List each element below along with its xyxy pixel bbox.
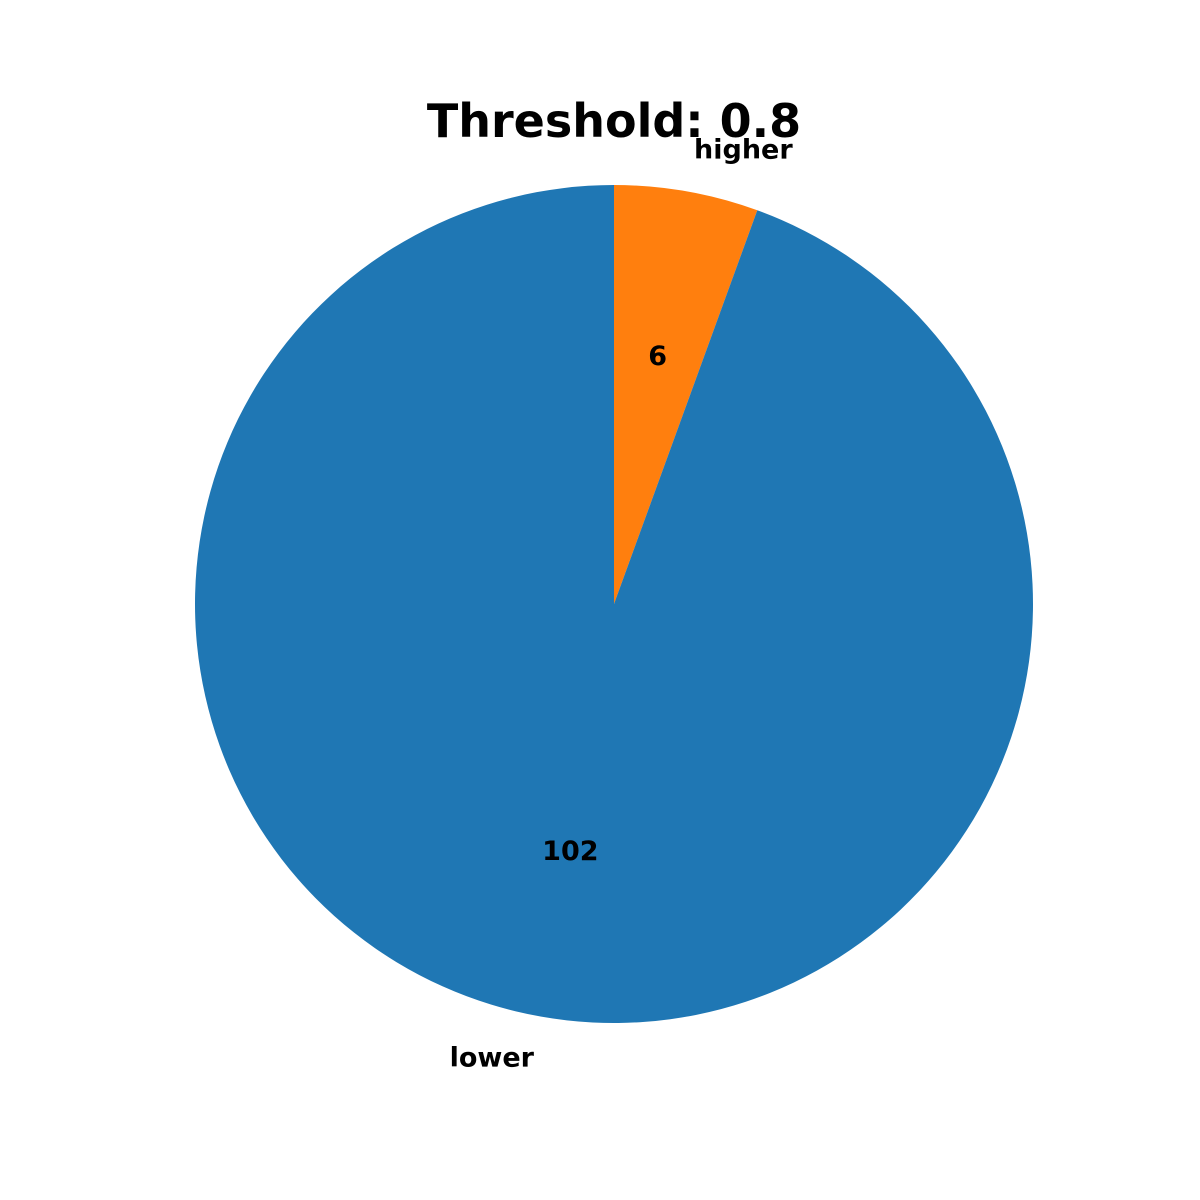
slice-value-lower: 102 (542, 836, 598, 867)
chart-title: Threshold: 0.8 (427, 94, 801, 148)
pie-slice-lower (195, 184, 1034, 1024)
pie-slice-higher (614, 185, 758, 604)
slice-label-lower: lower (450, 1042, 535, 1073)
slice-value-higher: 6 (648, 341, 667, 372)
slice-label-higher: higher (694, 135, 793, 166)
pie-slices (195, 184, 1034, 1024)
pie-labels: higher 6 lower 102 (450, 135, 794, 1074)
